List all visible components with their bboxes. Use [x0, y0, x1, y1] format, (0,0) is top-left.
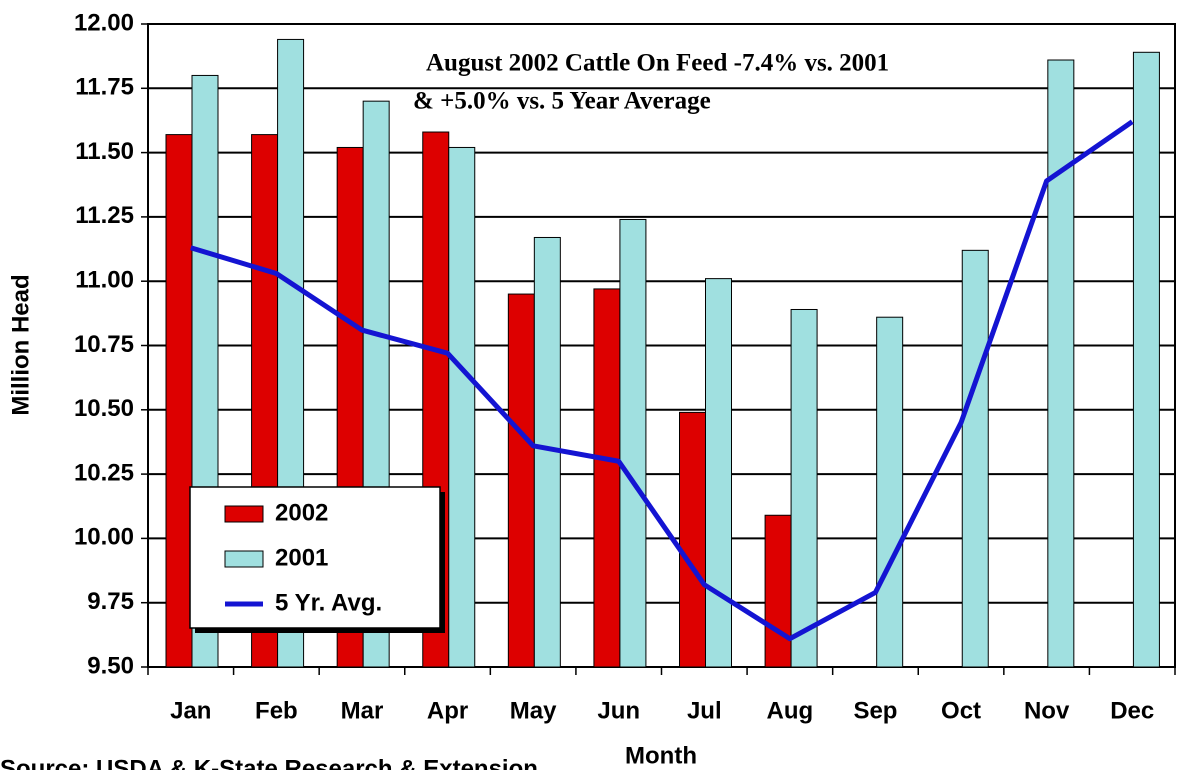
bar [705, 278, 732, 668]
y-tick-label: 9.75 [87, 588, 134, 615]
x-tick-label: Jun [597, 697, 640, 724]
y-axis-title: Million Head [7, 274, 34, 415]
y-tick-label: 9.50 [87, 652, 134, 679]
y-tick-label: 10.00 [74, 524, 134, 551]
legend-swatch [224, 505, 264, 523]
y-tick-label: 10.75 [74, 331, 134, 358]
y-tick-label: 11.25 [75, 202, 134, 229]
y-tick-label: 12.00 [74, 9, 134, 36]
y-tick-label: 10.50 [74, 395, 134, 422]
x-tick-label: Sep [853, 697, 897, 724]
bar [679, 411, 706, 668]
source: Source: USDA & K-State Research & Extens… [0, 755, 538, 770]
line [190, 119, 1134, 642]
bar [876, 316, 904, 668]
x-tick-label: Oct [941, 697, 981, 724]
x-tick-label: Nov [1024, 697, 1070, 724]
bar [619, 218, 647, 668]
bar [165, 134, 193, 668]
x-tick-label: Mar [341, 697, 384, 724]
x-axis-title: Month [625, 742, 697, 769]
y-tick-label: 10.25 [74, 459, 134, 486]
bar [764, 514, 792, 668]
x-tick-label: Feb [255, 697, 298, 724]
x-tick-label: Apr [427, 697, 468, 724]
legend-label: 2001 [275, 544, 328, 571]
y-tick-label: 11.00 [75, 267, 134, 294]
bar [790, 308, 818, 668]
bar [448, 146, 476, 668]
bar [1047, 59, 1075, 668]
x-tick-label: Aug [767, 697, 814, 724]
x-tick-label: Dec [1110, 697, 1154, 724]
legend-label: 5 Yr. Avg. [275, 589, 382, 616]
bar [1132, 51, 1160, 668]
bar [961, 249, 989, 668]
bar [507, 293, 535, 668]
annotation: & +5.0% vs. 5 Year Average [413, 88, 711, 115]
annotation: August 2002 Cattle On Feed -7.4% vs. 200… [426, 50, 889, 77]
x-tick-label: May [510, 697, 557, 724]
bar [593, 288, 621, 668]
legend-swatch [224, 550, 264, 568]
legend-label: 2002 [275, 499, 328, 526]
x-tick-label: Jul [687, 697, 722, 724]
x-tick-label: Jan [170, 697, 211, 724]
y-tick-label: 11.75 [75, 74, 134, 101]
y-tick-label: 11.50 [75, 138, 134, 165]
